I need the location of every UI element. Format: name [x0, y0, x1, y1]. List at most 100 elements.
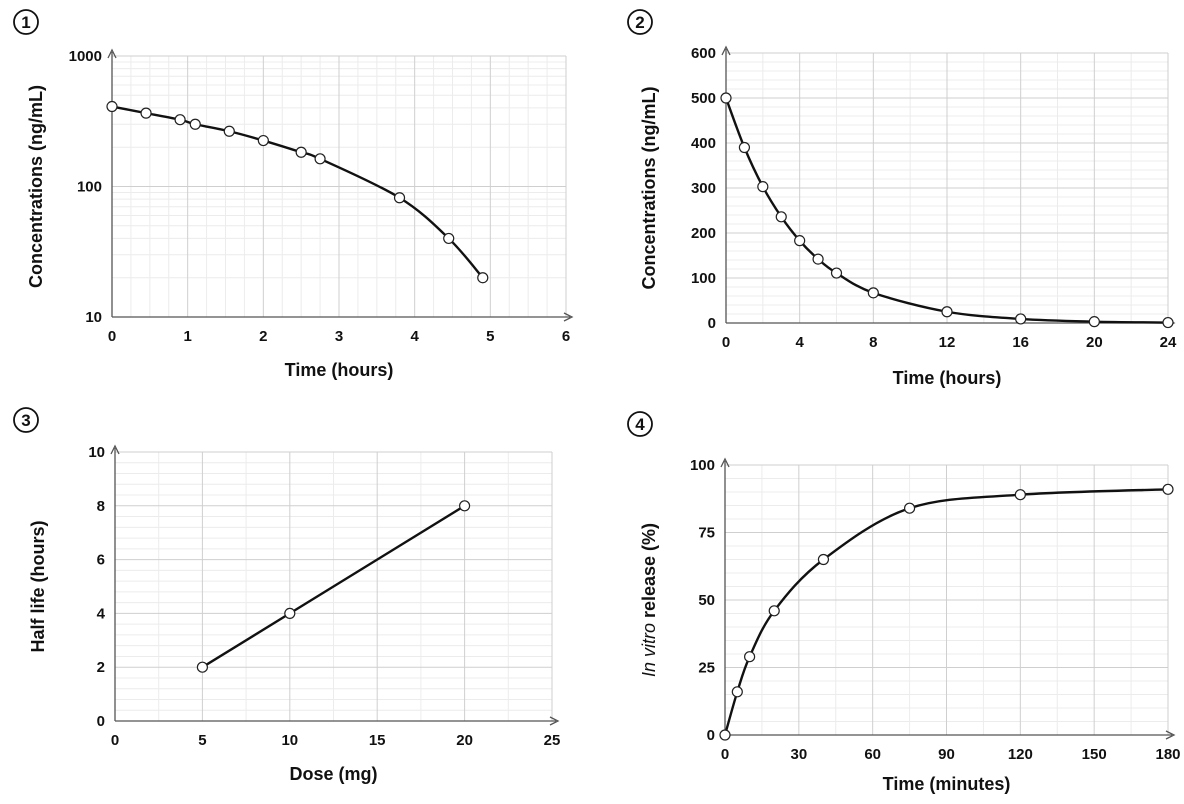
x-tick-label: 60 — [864, 746, 881, 763]
x-axis-title: Dose (mg) — [289, 764, 377, 784]
y-tick-label: 1000 — [69, 48, 102, 65]
panel-badge-circle — [13, 407, 39, 433]
panel-badge-circle — [627, 9, 653, 35]
y-tick-label: 0 — [708, 315, 716, 332]
y-tick-label: 25 — [698, 660, 715, 677]
chart-panel-1: 0 1 2 3 4 5 6 10 100 1000 Time (hours) Concentratio… — [13, 9, 574, 380]
x-tick-label: 20 — [1086, 334, 1103, 351]
y-tick-label: 6 — [97, 552, 105, 569]
y-tick-label: 10 — [88, 444, 105, 461]
data-point — [106, 100, 118, 113]
x-tick-label: 2 — [259, 328, 267, 345]
y-tick-label: 75 — [698, 525, 715, 542]
x-tick-label: 4 — [410, 328, 419, 345]
data-point — [1014, 489, 1026, 501]
x-tick-label: 0 — [111, 732, 119, 749]
y-axis-title: In vitro release (%) — [639, 523, 659, 677]
data-point — [314, 153, 326, 165]
x-tick-label: 16 — [1012, 334, 1029, 351]
panel-number: 3 — [21, 411, 30, 430]
data-point — [459, 500, 471, 512]
data-point — [1162, 483, 1174, 495]
x-tick-label: 120 — [1008, 746, 1033, 763]
data-point — [757, 181, 769, 193]
x-tick-label: 10 — [281, 732, 298, 749]
data-point — [719, 729, 731, 741]
data-point — [731, 686, 743, 698]
x-tick-label: 180 — [1155, 746, 1180, 763]
x-tick-label: 0 — [108, 328, 116, 345]
data-point — [223, 125, 235, 137]
y-axis-title: Concentrations (ng/mL) — [26, 85, 46, 288]
data-point — [794, 235, 806, 247]
data-point — [775, 211, 787, 223]
y-tick-label: 200 — [691, 225, 716, 242]
x-tick-label: 150 — [1082, 746, 1107, 763]
x-tick-label: 15 — [369, 732, 386, 749]
x-axis-arrow — [1165, 730, 1176, 740]
data-point — [817, 553, 830, 566]
data-point — [941, 306, 953, 318]
data-point — [284, 607, 296, 620]
y-axis-title: Concentrations (ng/mL) — [639, 87, 659, 290]
x-tick-label: 0 — [722, 334, 730, 351]
data-point — [738, 141, 751, 154]
x-tick-label: 8 — [869, 334, 877, 351]
x-tick-label: 5 — [198, 732, 206, 749]
data-point — [174, 114, 186, 126]
y-tick-label: 500 — [691, 90, 716, 107]
x-tick-label: 90 — [938, 746, 955, 763]
x-tick-label: 24 — [1160, 334, 1177, 351]
panel-badge-circle — [13, 9, 39, 35]
x-tick-label: 12 — [939, 334, 956, 351]
y-tick-label: 100 — [691, 270, 716, 287]
y-axis-arrow — [721, 45, 731, 56]
y-axis-arrow — [720, 457, 730, 468]
chart-panel-2: 0 4 8 12 16 20 24 0 100 200 300 400 500 600 Time (hour… — [627, 9, 1177, 388]
data-point — [720, 92, 732, 104]
y-tick-label: 10 — [85, 309, 102, 326]
y-axis-title-italic: In vitro — [639, 623, 659, 677]
x-tick-label: 3 — [335, 328, 343, 345]
x-tick-label: 25 — [544, 732, 561, 749]
data-point — [189, 118, 201, 130]
x-tick-label: 0 — [721, 746, 729, 763]
panel-badge-circle — [627, 411, 653, 437]
y-tick-label: 600 — [691, 45, 716, 62]
x-tick-label: 5 — [486, 328, 494, 345]
y-axis-title: Half life (hours) — [28, 520, 48, 652]
y-axis-arrow — [110, 444, 120, 455]
x-axis-title: Time (hours) — [893, 368, 1002, 388]
x-axis-title: Time (minutes) — [883, 774, 1011, 794]
y-tick-label: 50 — [698, 592, 715, 609]
data-point — [1088, 316, 1100, 328]
data-point — [477, 272, 489, 284]
x-tick-label: 30 — [790, 746, 807, 763]
y-tick-label: 300 — [691, 180, 716, 197]
data-point — [867, 287, 879, 299]
data-point — [1162, 316, 1174, 329]
x-tick-label: 20 — [456, 732, 473, 749]
y-axis-arrow — [107, 48, 117, 59]
chart-panel-4: 0 30 60 90 120 150 180 0 25 50 75 100 Time (minutes)… — [627, 411, 1181, 794]
data-point — [393, 192, 406, 204]
y-axis-title-rest: release (%) — [639, 523, 659, 623]
y-tick-label: 100 — [690, 457, 715, 474]
data-point — [140, 107, 152, 119]
chart-panel-3: 0 5 10 15 20 25 0 2 4 6 8 10 Dose (mg) Half life (hou… — [13, 407, 561, 784]
y-tick-label: 8 — [97, 498, 105, 515]
data-point — [903, 502, 916, 514]
panel-number: 2 — [635, 13, 644, 32]
data-point — [257, 134, 269, 147]
x-tick-label: 1 — [183, 328, 191, 345]
panel-number: 1 — [21, 13, 30, 32]
y-tick-label: 0 — [97, 713, 105, 730]
data-point — [744, 651, 756, 663]
x-axis-arrow — [563, 312, 574, 322]
data-point — [1015, 313, 1027, 325]
data-point — [443, 232, 455, 245]
y-tick-label: 4 — [97, 605, 106, 622]
y-tick-label: 2 — [97, 659, 105, 676]
data-point — [830, 267, 843, 279]
